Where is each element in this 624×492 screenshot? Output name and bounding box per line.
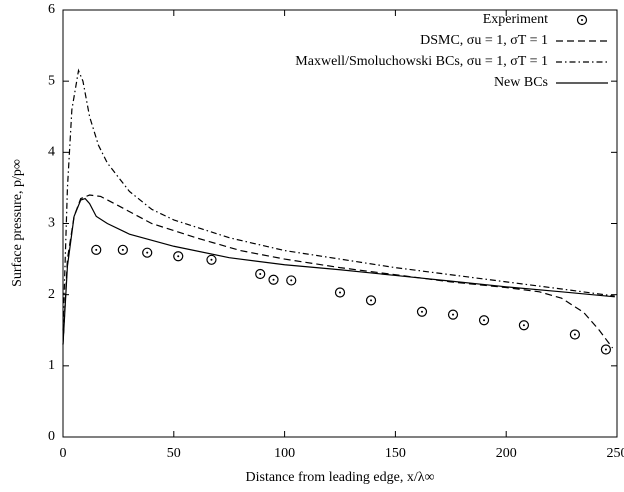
marker-ring — [255, 268, 266, 280]
x-axis-label: Distance from leading edge, x/λ∞ — [246, 470, 435, 485]
series-line — [62, 68, 615, 331]
marker-dot — [290, 279, 293, 282]
marker-dot — [452, 313, 455, 316]
series-line — [62, 197, 615, 345]
marker-dot — [339, 291, 341, 294]
data-point — [518, 320, 530, 331]
data-point — [334, 287, 346, 298]
marker-ring — [478, 315, 490, 326]
y-tick-label: 2 — [48, 287, 55, 302]
marker-ring — [142, 247, 153, 258]
marker-dot — [95, 248, 98, 251]
marker-dot — [146, 251, 149, 254]
data-point — [268, 274, 279, 285]
marker-ring — [600, 344, 612, 355]
legend-swatch — [576, 14, 588, 26]
x-tick-label: 200 — [496, 446, 517, 461]
data-point — [255, 268, 266, 280]
marker-ring — [286, 275, 297, 286]
marker-ring — [518, 320, 530, 331]
plot-frame — [62, 9, 618, 438]
legend-label: Experiment — [483, 12, 548, 27]
marker-ring — [416, 306, 428, 317]
marker-ring — [576, 14, 588, 26]
y-tick-label: 4 — [48, 145, 55, 160]
marker-dot — [581, 19, 583, 21]
x-tick-label: 250 — [607, 446, 624, 461]
marker-ring — [117, 244, 128, 255]
x-tick-label: 50 — [167, 446, 181, 461]
marker-dot — [121, 248, 124, 251]
legend-label: New BCs — [494, 75, 548, 90]
data-point — [416, 306, 428, 317]
data-point — [286, 275, 297, 286]
data-point — [206, 254, 217, 265]
marker-ring — [173, 251, 184, 262]
marker-dot — [483, 319, 486, 322]
x-tick-label: 150 — [385, 446, 406, 461]
legend-label: DSMC, σu = 1, σT = 1 — [420, 33, 548, 48]
y-tick-label: 3 — [48, 216, 55, 231]
data-point — [478, 315, 490, 326]
data-point — [173, 251, 184, 262]
y-axis-label: Surface pressure, p/p∞ — [10, 159, 25, 287]
data-point — [569, 329, 580, 340]
legend-label: Maxwell/Smoluchowski BCs, σu = 1, σT = 1 — [295, 54, 548, 69]
y-tick-label: 1 — [48, 358, 55, 373]
y-tick-label: 6 — [48, 2, 55, 17]
data-point — [142, 247, 153, 258]
marker-ring — [569, 329, 580, 340]
data-point — [117, 244, 128, 255]
y-tick-label: 5 — [48, 73, 55, 88]
data-point — [600, 344, 612, 355]
marker-dot — [604, 348, 607, 351]
series-line — [62, 194, 614, 349]
data-point — [365, 295, 377, 306]
data-point — [91, 244, 102, 255]
x-tick-label: 0 — [60, 446, 67, 461]
marker-dot — [573, 333, 576, 336]
x-tick-label: 100 — [274, 446, 295, 461]
marker-ring — [334, 287, 346, 298]
marker-dot — [177, 255, 180, 258]
y-tick-label: 0 — [48, 429, 55, 444]
marker-dot — [272, 278, 275, 281]
marker-dot — [259, 273, 262, 276]
marker-ring — [91, 244, 102, 255]
marker-ring — [206, 254, 217, 265]
marker-ring — [447, 309, 459, 320]
marker-ring — [365, 295, 377, 306]
marker-dot — [420, 310, 423, 313]
marker-ring — [268, 274, 279, 285]
data-point — [447, 309, 459, 320]
marker-dot — [370, 299, 373, 302]
marker-dot — [522, 324, 525, 327]
marker-dot — [210, 258, 213, 261]
